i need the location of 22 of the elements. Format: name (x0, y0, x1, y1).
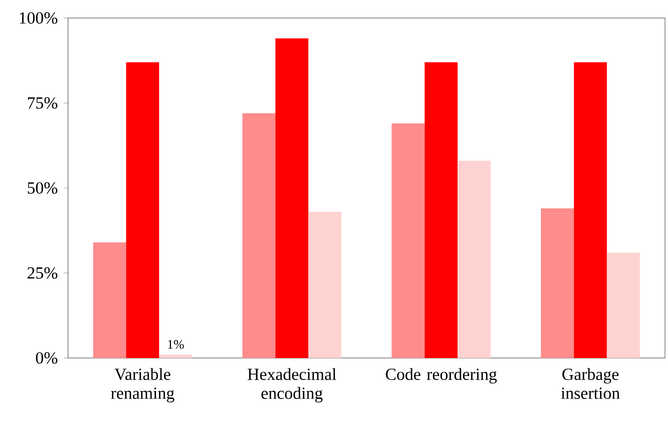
bar (424, 62, 458, 358)
bar (574, 62, 607, 358)
x-tick-label: Hexadecimal encoding (248, 368, 336, 402)
bar (540, 208, 574, 358)
x-tick-label: Garbage insertion (561, 368, 620, 399)
data-label: 1% (168, 340, 184, 349)
y-tick-label: 50% (28, 182, 58, 194)
y-tick-label: 0% (36, 352, 58, 364)
bar (159, 354, 192, 358)
bar (308, 212, 342, 358)
bar (606, 252, 640, 358)
bar (458, 160, 491, 358)
bar (242, 113, 276, 358)
bar (93, 242, 126, 358)
bar (126, 62, 160, 358)
y-tick-label: 75% (28, 97, 58, 109)
bar (275, 38, 308, 358)
y-tick-label: 25% (28, 267, 58, 279)
x-tick-label: Code reordering (386, 368, 497, 384)
x-tick-label: Variable renaming (110, 368, 174, 402)
y-tick-label: 100% (20, 12, 58, 24)
bar (392, 123, 425, 358)
